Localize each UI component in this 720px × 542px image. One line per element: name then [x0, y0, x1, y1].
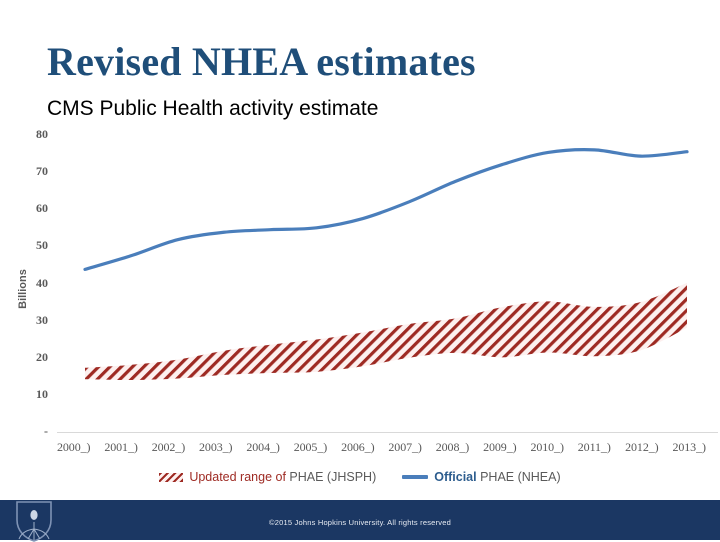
- y-tick-label: -: [44, 424, 48, 438]
- x-tick-label: 2001_): [104, 440, 138, 454]
- x-tick-label: 2010_): [530, 440, 564, 454]
- y-tick-label: 40: [36, 275, 48, 290]
- y-tick-label: 10: [36, 386, 48, 401]
- x-axis-labels: 2000_) 2001_) 2002_) 2003_) 2004_) 2005_) 2006…: [57, 440, 720, 455]
- chart-subtitle: CMS Public Health activity estimate: [47, 97, 379, 120]
- copyright-text: ©2015 Johns Hopkins University. All righ…: [269, 518, 451, 527]
- y-tick-label: 50: [36, 238, 48, 253]
- x-tick-label: 2006_): [341, 440, 375, 454]
- y-tick-label: 20: [36, 349, 48, 364]
- x-tick-label: 2007_): [388, 440, 422, 454]
- x-tick-label: 2008_): [435, 440, 470, 454]
- legend-label-updated-range: Updated range of PHAE (JHSPH): [189, 470, 377, 484]
- hatch-swatch-icon: [159, 472, 184, 482]
- x-tick-label: 2009_): [483, 440, 517, 454]
- y-tick-label: 80: [36, 127, 48, 141]
- y-tick-label: 60: [36, 201, 48, 216]
- line-swatch-icon: [402, 475, 429, 479]
- chart-legend: Updated range of PHAE (JHSPH) Official P…: [0, 470, 720, 484]
- y-tick-label: 70: [36, 164, 48, 179]
- x-tick-label: 2003_): [199, 440, 233, 454]
- footer-band: ©2015 Johns Hopkins University. All righ…: [0, 500, 720, 542]
- x-tick-label: 2011_): [577, 440, 611, 454]
- y-tick-label: 30: [36, 312, 48, 327]
- chart-plot-area: [83, 148, 689, 381]
- x-tick-label: 2013_): [672, 440, 706, 454]
- x-axis-line: [57, 432, 718, 433]
- x-tick-label: 2002_): [151, 440, 186, 454]
- legend-label-official-phae: Official PHAE (NHEA): [434, 470, 561, 484]
- x-tick-label: 2000_): [57, 440, 91, 454]
- updated-range-band: [85, 282, 687, 381]
- official-phae-line: [83, 148, 689, 271]
- x-tick-label: 2012_): [625, 440, 659, 454]
- x-tick-label: 2004_): [246, 440, 280, 454]
- legend-item-official-phae: Official PHAE (NHEA): [402, 470, 561, 484]
- page-title: Revised NHEA estimates: [47, 39, 476, 84]
- x-tick-label: 2005_): [293, 440, 328, 454]
- legend-item-updated-range: Updated range of PHAE (JHSPH): [159, 470, 376, 484]
- chart-container: Billions -10 20 30 40 50 60 70 80 2000_) 2001_) 2…: [0, 127, 720, 495]
